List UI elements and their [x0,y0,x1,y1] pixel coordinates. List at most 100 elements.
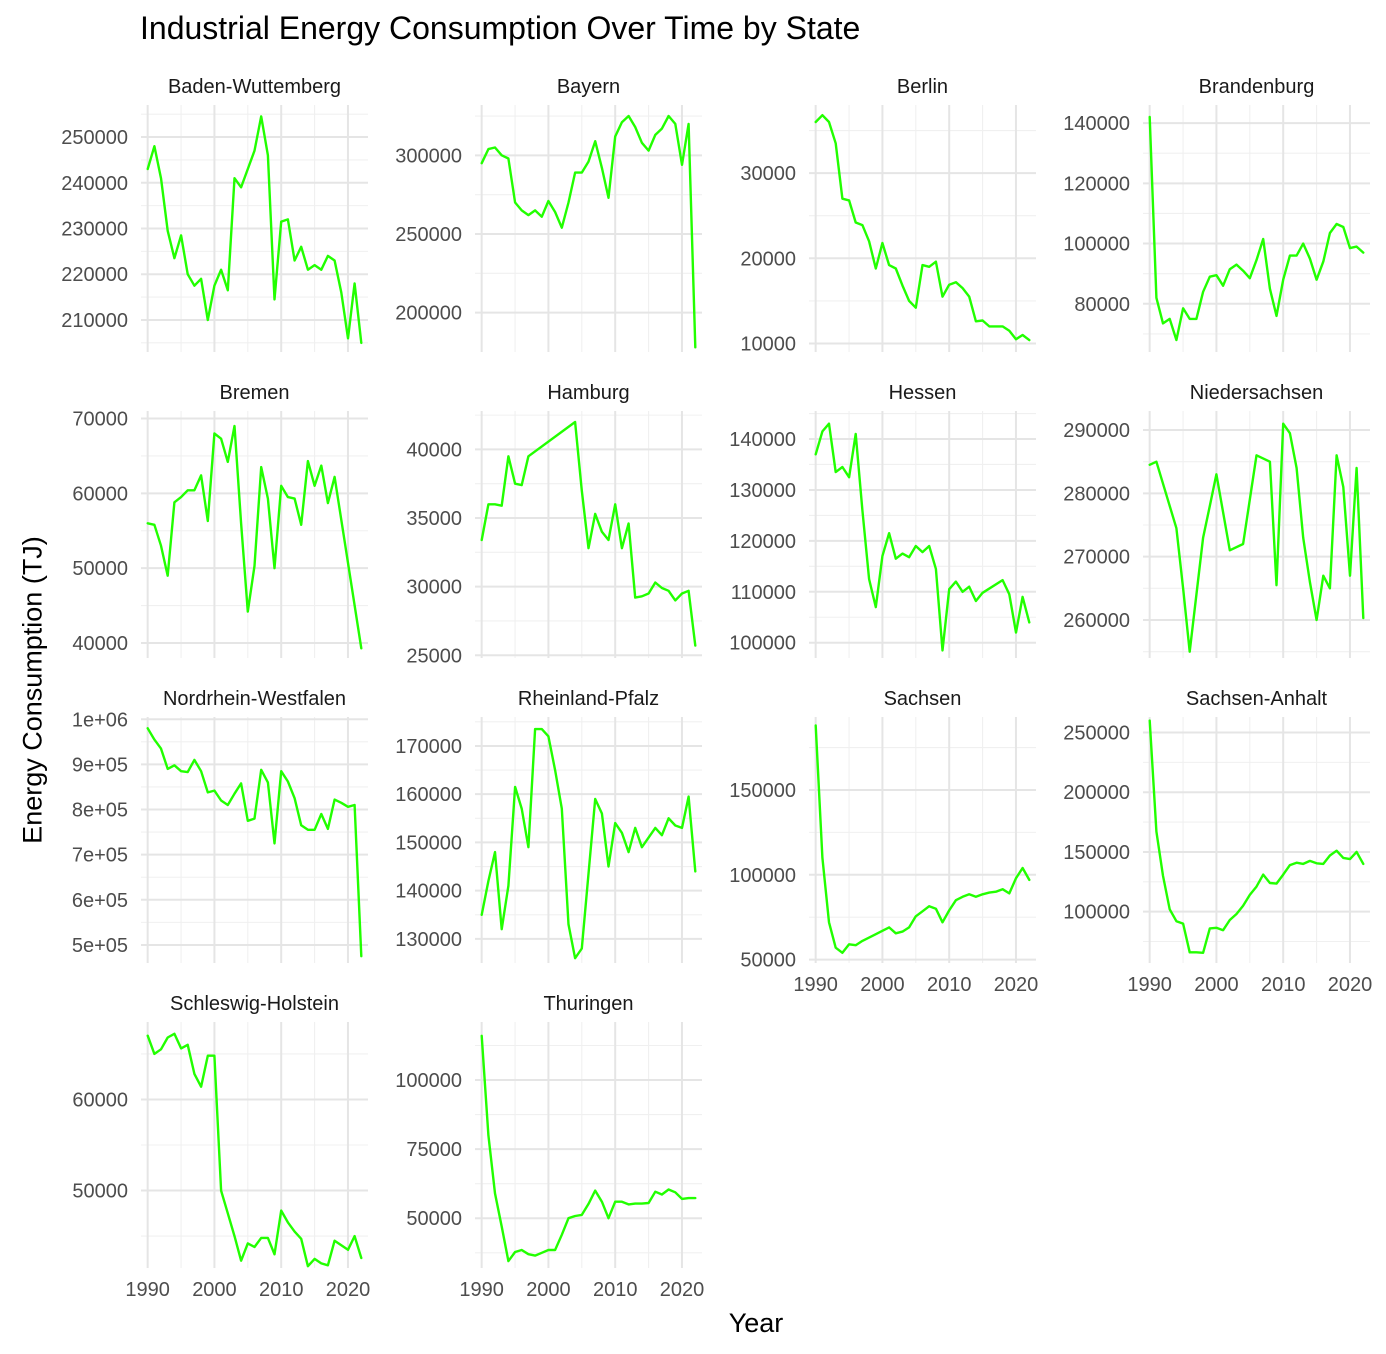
chart-title: Industrial Energy Consumption Over Time … [140,10,861,46]
y-tick-label: 220000 [61,264,128,286]
y-tick-label: 260000 [1063,610,1130,632]
y-tick-label: 140000 [395,881,462,903]
y-tick-label: 20000 [740,248,796,270]
y-tick-label: 5e+05 [72,935,128,957]
y-tick-label: 100000 [1063,902,1130,924]
series-line-sachsen [814,724,1031,954]
x-tick-label: 2010 [259,1279,304,1301]
y-tick-label: 50000 [406,1208,462,1230]
y-tick-label: 250000 [61,127,128,149]
series-line-brandenburg [1148,115,1365,342]
y-tick-label: 60000 [72,1089,128,1111]
y-tick-label: 250000 [395,224,462,246]
y-tick-label: 9e+05 [72,754,128,776]
facet-strip-label: Hessen [889,382,957,404]
y-tick-label: 80000 [1074,294,1130,316]
facet-strip-label: Baden-Wuttemberg [168,76,341,98]
facet-panel-brandenburg: 80000 100000 120000 140000 Brandenburg [1063,76,1370,352]
facet-strip-label: Brandenburg [1199,76,1315,98]
facet-strip-label: Berlin [897,76,948,98]
series-line-niedersachsen [1148,422,1365,653]
y-tick-label: 150000 [395,832,462,854]
x-tick-label: 2000 [192,1279,237,1301]
y-tick-label: 120000 [1063,173,1130,195]
y-tick-label: 270000 [1063,547,1130,569]
facet-panel-nordrhein-westfalen: 5e+05 6e+05 7e+05 8e+05 9e+05 1e+06 Nordrhein-… [72,688,368,963]
y-tick-label: 150000 [729,780,796,802]
facet-strip-label: Niedersachsen [1190,382,1323,404]
facet-strip-label: Bayern [557,76,620,98]
y-tick-label: 230000 [61,219,128,241]
series-line-bremen [146,424,363,650]
facet-panel-niedersachsen: 260000 270000 280000 290000 Niedersachsen [1063,382,1370,658]
y-tick-label: 30000 [406,577,462,599]
y-tick-label: 10000 [740,333,796,355]
y-tick-label: 70000 [72,408,128,430]
y-tick-label: 50000 [72,558,128,580]
facet-panel-berlin: 10000 20000 30000 Berlin [740,76,1036,355]
y-tick-label: 150000 [1063,842,1130,864]
y-tick-label: 100000 [395,1070,462,1092]
x-tick-label: 2000 [526,1279,571,1301]
y-tick-label: 100000 [1063,234,1130,256]
facet-panel-bayern: 200000 250000 300000 Bayern [395,76,702,352]
y-tick-label: 6e+05 [72,890,128,912]
x-tick-label: 1990 [459,1279,504,1301]
x-tick-label: 2000 [1194,974,1239,996]
y-tick-label: 140000 [729,429,796,451]
y-tick-label: 240000 [61,173,128,195]
facet-panel-hamburg: 25000 30000 35000 40000 Hamburg [406,382,702,667]
facet-strip-label: Schleswig-Holstein [170,993,339,1015]
series-line-sachsen-anhalt [1148,719,1365,954]
y-tick-label: 40000 [72,633,128,655]
x-tick-label: 2020 [1328,974,1373,996]
y-tick-label: 7e+05 [72,845,128,867]
x-tick-label: 2010 [1261,974,1306,996]
series-line-hessen [814,422,1031,652]
y-tick-label: 200000 [1063,782,1130,804]
facet-strip-label: Thuringen [543,993,633,1015]
x-axis-title: Year [728,1308,784,1338]
y-tick-label: 140000 [1063,113,1130,135]
facet-strip-label: Nordrhein-Westfalen [163,688,346,710]
y-tick-label: 8e+05 [72,800,128,822]
x-tick-label: 1990 [793,974,838,996]
y-tick-label: 110000 [731,582,796,604]
y-tick-label: 280000 [1063,483,1130,505]
y-tick-label: 130000 [729,480,796,502]
facet-panel-schleswig-holstein: 50000 60000 Schleswig-Holstein 1990 2000 2010… [72,993,370,1301]
series-line-baden-wuttemberg [146,115,363,345]
y-tick-label: 75000 [406,1139,462,1161]
x-tick-label: 2020 [326,1279,371,1301]
x-tick-label: 2020 [660,1279,705,1301]
y-tick-label: 300000 [395,145,462,167]
y-tick-label: 60000 [72,483,128,505]
y-tick-label: 290000 [1063,420,1130,442]
facet-panel-hessen: 100000 110000 120000 130000 140000 Hessen [729,382,1036,658]
y-tick-label: 210000 [61,310,128,332]
facet-panel-sachsen-anhalt: 100000 150000 200000 250000 Sachsen-Anhalt 19… [1063,688,1372,996]
y-tick-label: 200000 [395,303,462,325]
y-tick-label: 30000 [740,163,796,185]
y-tick-label: 100000 [729,633,796,655]
facet-strip-label: Sachsen-Anhalt [1186,688,1328,710]
facet-strip-label: Sachsen [884,688,962,710]
x-tick-label: 2000 [860,974,905,996]
y-tick-label: 130000 [395,929,462,951]
y-tick-label: 250000 [1063,723,1130,745]
y-tick-label: 120000 [729,531,796,553]
y-tick-label: 160000 [395,784,462,806]
x-tick-label: 2010 [927,974,972,996]
facet-panel-bremen: 40000 50000 60000 70000 Bremen [72,382,368,658]
series-line-nordrhein-westfalen [146,727,363,958]
x-tick-label: 1990 [125,1279,170,1301]
facet-panel-baden-wuttemberg: 210000 220000 230000 240000 250000 Baden-Wutt… [61,76,368,352]
y-tick-label: 50000 [740,950,796,972]
series-line-rheinland-pfalz [480,727,697,960]
y-tick-label: 40000 [406,439,462,461]
y-tick-label: 170000 [395,736,462,758]
series-line-thuringen [480,1034,697,1263]
facet-strip-label: Hamburg [547,382,629,404]
x-tick-label: 2020 [994,974,1039,996]
series-line-schleswig-holstein [146,1032,363,1268]
